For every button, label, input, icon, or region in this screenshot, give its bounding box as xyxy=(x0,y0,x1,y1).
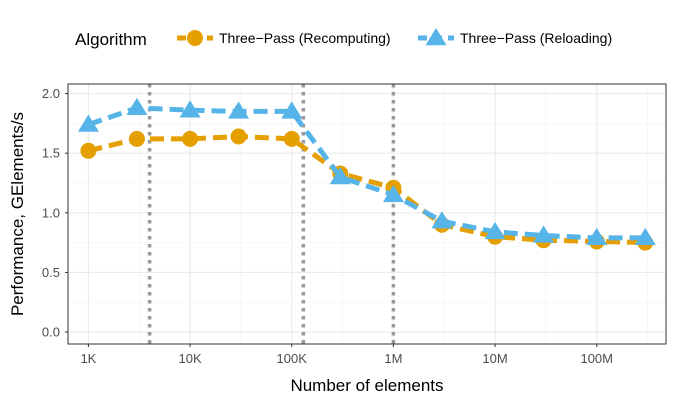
data-point xyxy=(126,97,148,116)
data-point xyxy=(484,221,506,240)
x-axis-title: Number of elements xyxy=(290,376,443,395)
series-line xyxy=(87,105,646,241)
legend-key-marker xyxy=(187,30,203,46)
plot-panel xyxy=(68,84,666,344)
data-point xyxy=(228,101,250,119)
legend-item: Three−Pass (Recomputing) xyxy=(177,30,391,46)
x-tick-label: 1M xyxy=(384,351,402,366)
legend-item: Three−Pass (Reloading) xyxy=(418,28,612,46)
legend-label: Three−Pass (Recomputing) xyxy=(219,30,391,46)
data-point xyxy=(77,114,99,132)
series-1 xyxy=(77,97,656,246)
plot-border xyxy=(67,83,667,345)
data-point xyxy=(230,128,247,145)
data-point xyxy=(283,130,300,147)
legend-key-marker xyxy=(425,28,447,46)
x-axis-ticks: 1K 10K 100K 1M 10M 100M xyxy=(80,344,613,366)
data-point xyxy=(329,167,351,185)
y-tick-label: 2.0 xyxy=(42,86,60,101)
x-tick-label: 100K xyxy=(277,351,308,366)
data-point xyxy=(80,142,97,159)
x-tick-label: 100M xyxy=(580,351,613,366)
data-point xyxy=(634,227,656,246)
data-point xyxy=(586,227,608,246)
data-point xyxy=(382,184,404,203)
data-point xyxy=(182,130,199,147)
legend: Algorithm Three−Pass (Recomputing) Three−… xyxy=(75,28,612,49)
data-point xyxy=(431,211,453,229)
legend-label: Three−Pass (Reloading) xyxy=(460,30,612,46)
y-tick-label: 1.0 xyxy=(42,205,60,220)
y-axis-ticks: 0.0 0.5 1.0 1.5 2.0 xyxy=(42,86,68,340)
y-axis-title: Performance, GElements/s xyxy=(8,112,27,316)
grid-major xyxy=(68,84,666,344)
data-point xyxy=(533,225,555,243)
legend-items: Three−Pass (Recomputing) Three−Pass (Relo… xyxy=(177,28,612,46)
series-layer xyxy=(77,97,656,251)
x-tick-label: 1K xyxy=(80,351,96,366)
grid-minor xyxy=(68,84,666,344)
legend-title: Algorithm xyxy=(75,30,147,49)
data-point xyxy=(128,130,145,147)
x-tick-label: 10M xyxy=(482,351,507,366)
y-tick-label: 0.0 xyxy=(42,325,60,340)
y-tick-label: 1.5 xyxy=(42,146,60,161)
data-point xyxy=(281,101,303,119)
y-tick-label: 0.5 xyxy=(42,265,60,280)
vertical-reference-lines xyxy=(147,84,396,344)
data-point xyxy=(179,100,201,118)
x-tick-label: 10K xyxy=(178,351,201,366)
